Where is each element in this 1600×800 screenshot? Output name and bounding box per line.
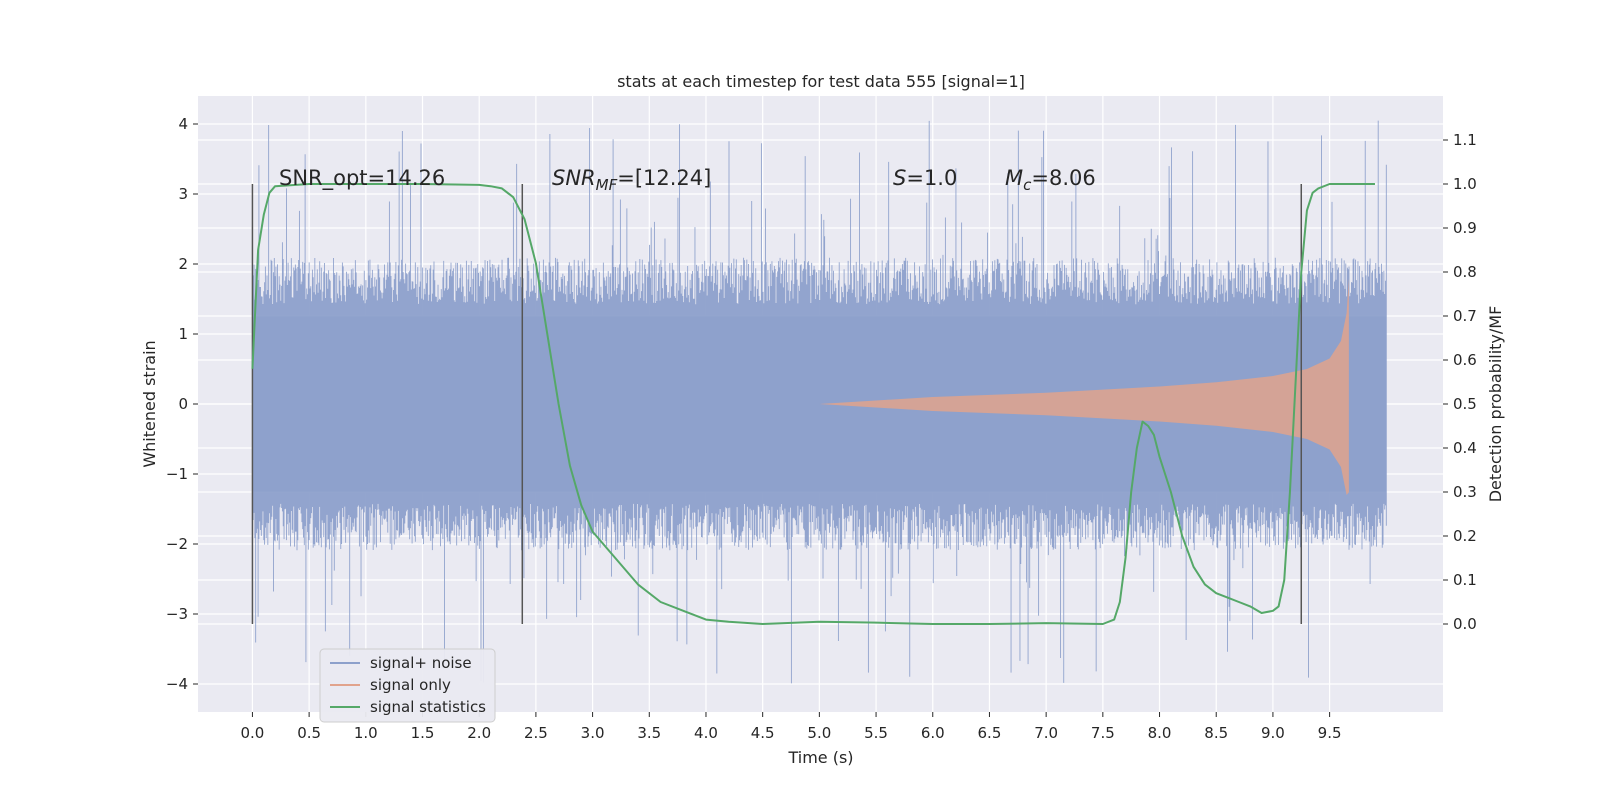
- y-right-tick-label: 0.2: [1453, 527, 1477, 545]
- y-left-tick-label: 2: [178, 255, 188, 273]
- chart-title: stats at each timestep for test data 555…: [617, 72, 1025, 91]
- legend: signal+ noise signal only signal statist…: [319, 648, 496, 723]
- x-tick-label: 3.0: [581, 724, 605, 742]
- x-tick-label: 0.0: [240, 724, 264, 742]
- y-right-tick-label: 0.4: [1453, 439, 1477, 457]
- y-left-tick-label: 1: [178, 325, 188, 343]
- annotation-s-tail: =1.0: [906, 166, 957, 190]
- annotation-mc-base: M: [1005, 166, 1023, 190]
- x-tick-label: 2.0: [467, 724, 491, 742]
- y-left-tick-label: −4: [166, 675, 188, 693]
- annotation-snr-mf-tail: =[12.24]: [617, 166, 711, 190]
- y-left-tick-label: −2: [166, 535, 188, 553]
- y-axis-right-ticks: 1.1 1.0 0.9 0.8 0.7 0.6 0.5 0.4 0.3 0.2 0.1 0.0: [1443, 131, 1477, 633]
- signal-statistics-line: [251, 183, 1375, 625]
- x-tick-label: 9.0: [1261, 724, 1285, 742]
- annotation-mc-tail: =8.06: [1031, 166, 1095, 190]
- y-right-tick-label: 1.0: [1453, 175, 1477, 193]
- y-axis-left-label: Whitened strain: [140, 340, 159, 467]
- y-right-tick-label: 0.3: [1453, 483, 1477, 501]
- x-tick-label: 2.5: [524, 724, 548, 742]
- annotation-snr-mf: SNRMF=[12.24]: [552, 166, 711, 194]
- y-right-tick-label: 0.8: [1453, 263, 1477, 281]
- legend-box: [319, 648, 496, 723]
- x-tick-label: 0.5: [297, 724, 321, 742]
- x-tick-label: 1.5: [411, 724, 435, 742]
- annotation-s: S=1.0: [893, 166, 957, 190]
- y-right-tick-label: 0.7: [1453, 307, 1477, 325]
- y-left-tick-label: 4: [178, 115, 188, 133]
- y-left-tick-label: 3: [178, 185, 188, 203]
- x-tick-label: 5.5: [864, 724, 888, 742]
- x-tick-label: 1.0: [354, 724, 378, 742]
- x-tick-label: 4.5: [751, 724, 775, 742]
- annotation-snr-opt: SNR_opt=14.26: [279, 166, 445, 191]
- x-tick-label: 8.0: [1148, 724, 1172, 742]
- marker-lines: [251, 184, 1303, 624]
- y-left-tick-label: −3: [166, 605, 188, 623]
- signal-statistics-series: [251, 183, 1375, 625]
- legend-label-signal-only: signal only: [370, 676, 451, 694]
- y-right-tick-label: 0.1: [1453, 571, 1477, 589]
- y-right-tick-label: 1.1: [1453, 131, 1477, 149]
- legend-label-signal-statistics: signal statistics: [370, 698, 486, 716]
- x-axis-ticks: 0.0 0.5 1.0 1.5 2.0 2.5 3.0 3.5 4.0 4.5 5.0 5.5 6.0 6…: [240, 712, 1342, 742]
- x-axis-label: Time (s): [787, 748, 853, 767]
- y-left-tick-label: 0: [178, 395, 188, 413]
- x-tick-label: 8.5: [1204, 724, 1228, 742]
- annotation-snr-mf-base: SNR: [552, 166, 596, 190]
- y-axis-left-ticks: 4 3 2 1 0 −1 −2 −3 −4: [166, 115, 198, 693]
- annotation-mc-sub: c: [1023, 176, 1032, 194]
- y-left-tick-label: −1: [166, 465, 188, 483]
- x-tick-label: 7.0: [1034, 724, 1058, 742]
- x-tick-label: 3.5: [637, 724, 661, 742]
- y-right-tick-label: 0.5: [1453, 395, 1477, 413]
- annotation-snr-mf-sub: MF: [596, 176, 618, 194]
- x-tick-label: 6.0: [921, 724, 945, 742]
- x-tick-label: 7.5: [1091, 724, 1115, 742]
- signal-only-series: [819, 278, 1349, 495]
- y-right-tick-label: 0.0: [1453, 615, 1477, 633]
- legend-label-signal-noise: signal+ noise: [370, 654, 472, 672]
- y-axis-right-label: Detection probability/MF: [1486, 306, 1505, 503]
- x-tick-label: 6.5: [978, 724, 1002, 742]
- signal-only-envelope: [819, 278, 1349, 495]
- x-tick-label: 4.0: [694, 724, 718, 742]
- x-tick-label: 5.0: [807, 724, 831, 742]
- x-tick-label: 9.5: [1318, 724, 1342, 742]
- annotation-s-base: S: [893, 166, 906, 190]
- y-right-tick-label: 0.9: [1453, 219, 1477, 237]
- annotation-mc: Mc=8.06: [1005, 166, 1096, 194]
- y-right-tick-label: 0.6: [1453, 351, 1477, 369]
